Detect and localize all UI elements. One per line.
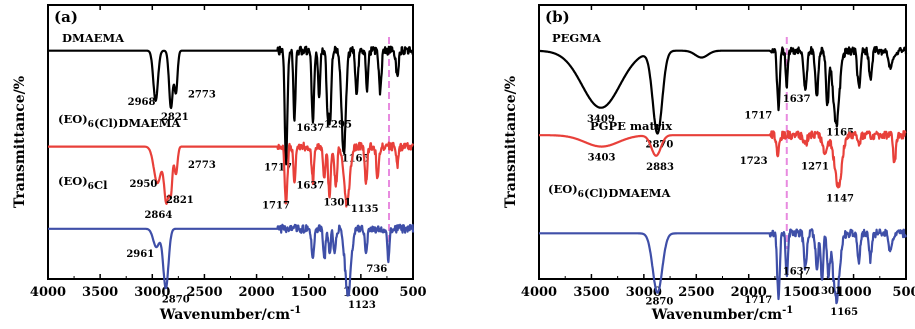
peak-label: 1301: [814, 286, 842, 297]
x-axis-label: Wavenumber/cm-1: [651, 305, 793, 323]
x-tick-label: 2500: [678, 285, 714, 300]
peak-label: 2773: [188, 89, 216, 100]
peak-label: 2968: [128, 97, 156, 108]
series-name-label: (EO)6(Cl)DMAEMA: [548, 182, 671, 200]
peak-label: 1165: [826, 127, 854, 138]
series-name-label: DMAEMA: [62, 31, 125, 45]
peak-label: 3403: [588, 153, 616, 164]
peak-label: 1717: [744, 110, 772, 121]
series-name-label: PGPE matrix: [590, 119, 672, 133]
peak-label: 2870: [162, 294, 190, 305]
x-tick-label: 2000: [731, 285, 767, 300]
peak-label: 1165: [342, 154, 370, 165]
panel-a: 4000 3500 3000 2500 2000 1500 1000 500 Wavenumbe…: [12, 4, 427, 323]
peak-label: 1717: [264, 163, 292, 174]
series-line-1: [47, 45, 415, 166]
peak-label: 2821: [161, 112, 189, 123]
x-tick-label: 1000: [835, 285, 871, 300]
plot-frame: [538, 4, 907, 280]
peak-label: 2821: [166, 195, 194, 206]
x-tick-label: 1500: [783, 285, 819, 300]
x-tick-label: 3000: [134, 285, 170, 300]
series-name-label: (EO)6(Cl)DMAEMA: [58, 112, 181, 130]
peak-label: 1723: [740, 156, 768, 167]
peak-label: 3409: [587, 114, 615, 125]
y-axis-label: Transmittance/%: [503, 76, 519, 208]
series-line-1: [538, 45, 908, 135]
peak-label: 2870: [645, 297, 673, 308]
x-axis-label: Wavenumber/cm-1: [159, 305, 301, 323]
series-name-label: (EO)6Cl: [58, 174, 108, 192]
series-line-3: [538, 228, 908, 305]
x-tick-label: 1500: [291, 285, 327, 300]
peak-label: 2883: [646, 162, 674, 173]
peak-label: 1637: [296, 123, 324, 134]
y-axis-label: Transmittance/%: [12, 76, 28, 208]
x-tick-label: 2000: [238, 285, 274, 300]
peak-label: 1271: [801, 162, 829, 173]
panel-b: 4000 3500 3000 2500 2000 1500 1000 500 Wavenumbe…: [503, 4, 915, 323]
x-tick-label: 2500: [186, 285, 222, 300]
x-tick-label: 500: [399, 285, 426, 300]
peak-label: 1295: [324, 120, 352, 131]
panel-label: (b): [545, 8, 570, 26]
series-line-3: [47, 223, 415, 297]
x-tick-label: 3000: [626, 285, 662, 300]
peak-label: 1637: [783, 266, 811, 277]
x-tick-label: 4000: [521, 285, 557, 300]
x-tick-label: 500: [892, 285, 915, 300]
peak-label: 2864: [144, 210, 172, 221]
peak-label: 1301: [323, 198, 351, 209]
series-line-2: [47, 141, 414, 208]
series-line-2: [538, 130, 907, 189]
x-tick-label: 4000: [30, 285, 66, 300]
panel-label: (a): [54, 8, 78, 26]
peak-label: 1147: [826, 193, 854, 204]
peak-label: 2773: [188, 160, 216, 171]
peak-label: 2950: [130, 179, 158, 190]
peak-label: 736: [366, 264, 387, 275]
x-tick-label: 3500: [82, 285, 118, 300]
peak-label: 1135: [351, 204, 379, 215]
peak-label: 1165: [830, 307, 858, 318]
x-tick-label: 1000: [343, 285, 379, 300]
peak-label: 2961: [126, 249, 154, 260]
peak-label: 2870: [645, 140, 673, 151]
peak-label: 1717: [262, 201, 290, 212]
series-name-label: PEGMA: [552, 31, 602, 45]
peak-label: 1637: [783, 94, 811, 105]
plot-frame: [47, 4, 414, 280]
peak-label: 1637: [296, 181, 324, 192]
x-tick-label: 3500: [573, 285, 609, 300]
peak-label: 1717: [744, 295, 772, 306]
peak-label: 1123: [348, 300, 376, 311]
